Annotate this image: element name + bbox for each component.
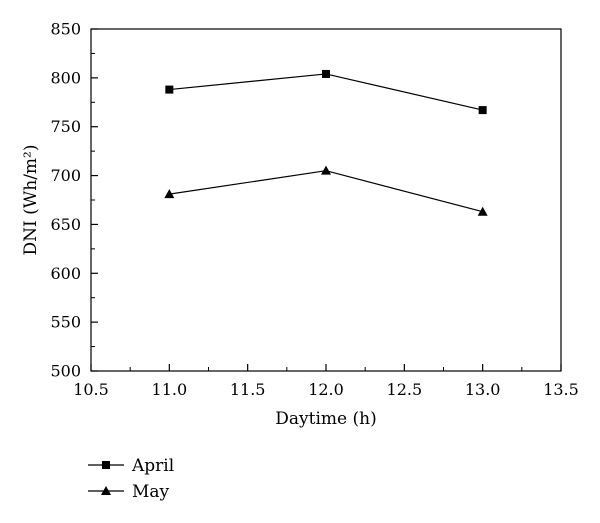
y-tick-label: 650 xyxy=(50,215,81,234)
legend-label: April xyxy=(131,456,174,476)
x-tick-label: 12.5 xyxy=(387,380,423,399)
triangle-marker xyxy=(321,165,331,175)
y-tick-label: 800 xyxy=(50,68,81,87)
plot-frame xyxy=(90,28,562,372)
square-marker xyxy=(102,461,110,469)
x-tick-label: 11.0 xyxy=(152,380,188,399)
y-tick-label: 750 xyxy=(50,117,81,136)
legend-label: May xyxy=(132,482,170,502)
triangle-marker xyxy=(477,206,488,216)
triangle-marker xyxy=(101,486,111,495)
series-april xyxy=(165,69,487,115)
y-tick-label: 550 xyxy=(50,313,81,332)
y-tick-label: 600 xyxy=(50,264,81,283)
x-tick-label: 11.5 xyxy=(230,380,266,399)
x-tick-label: 13.5 xyxy=(543,380,579,399)
triangle-marker xyxy=(164,189,175,199)
series-line xyxy=(169,170,483,213)
series-may xyxy=(164,165,488,216)
x-tick-label: 10.5 xyxy=(73,380,109,399)
legend-item-may: May xyxy=(88,482,170,502)
series-layer xyxy=(164,69,488,216)
y-tick-label: 500 xyxy=(50,362,81,381)
square-marker xyxy=(322,69,330,78)
y-tick-label: 700 xyxy=(50,166,81,185)
legend-item-april: April xyxy=(88,456,174,476)
y-axis-title: DNI (Wh/m²) xyxy=(21,145,41,256)
y-tick-label: 850 xyxy=(50,20,81,39)
x-axis-title: Daytime (h) xyxy=(275,409,376,429)
x-tick-label: 12.0 xyxy=(308,380,344,399)
x-axis: 10.5 11.0 11.5 12.0 12.5 13.0 13.5 xyxy=(73,364,579,399)
x-tick-label: 13.0 xyxy=(465,380,501,399)
y-axis: 500 550 600 650 700 750 800 850 xyxy=(50,20,98,381)
square-marker xyxy=(165,85,174,94)
square-marker xyxy=(478,106,487,115)
series-line xyxy=(169,73,483,111)
legend: April May xyxy=(88,456,174,502)
